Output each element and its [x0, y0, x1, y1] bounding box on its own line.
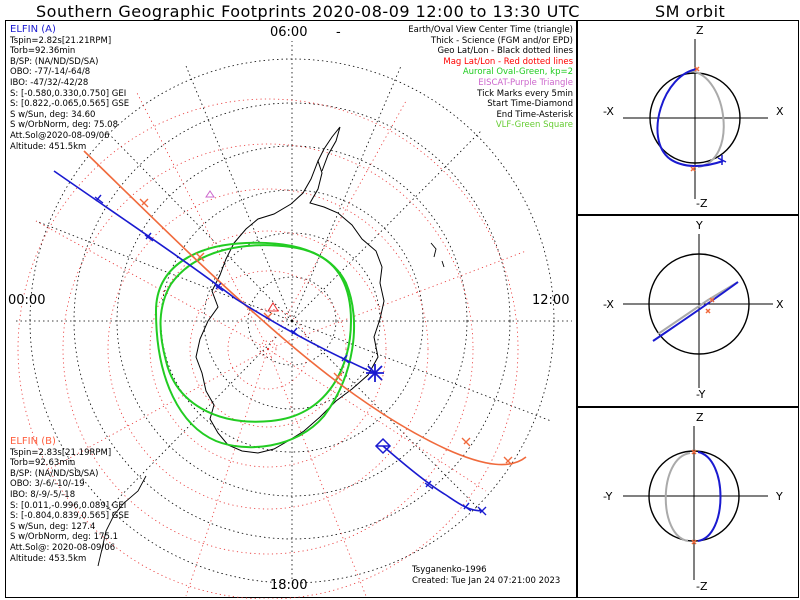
elfin-b-line: S w/Sun, deg: 127.4	[10, 521, 96, 532]
elfin-b-line: S: [0.011,-0.996,0.089] GEI	[10, 500, 127, 511]
mlt-label-top: 06:00	[270, 25, 308, 40]
elfin-a-line: S w/OrbNorm, deg: 75.08	[10, 120, 119, 131]
elfin-a-line: S: [0.822,-0.065,0.565] GSE	[10, 99, 130, 110]
axis-label-right: X	[776, 105, 784, 118]
axis-label-left: -X	[603, 298, 614, 311]
elfin-a-line: Torb=92.36min	[10, 46, 76, 57]
created-timestamp: Created: Tue Jan 24 07:21:00 2023	[412, 575, 561, 586]
sm-orbit-panel-xy: Y -Y -X X	[577, 215, 799, 407]
elfin-b-info: ELFIN (B) Tspin=2.83s[21.19RPM] Torb=92.6…	[10, 436, 130, 564]
view-center-triangle	[267, 302, 279, 312]
antarctica-coastline	[195, 159, 385, 454]
elfin-b-line: IBO: 8/-9/-5/-18	[10, 489, 76, 500]
legend-entry: Auroral Oval-Green, kp=2	[462, 67, 573, 78]
mlt-label-right: 12:00	[532, 293, 570, 308]
legend-entry: Earth/Oval View Center Time (triangle)	[408, 25, 573, 35]
elfin-a-line: IBO: -47/32/-42/28	[10, 77, 89, 88]
geo-grid	[16, 41, 572, 584]
elfin-a-info: ELFIN (A) Tspin=2.82s[21.21RPM] Torb=92.3…	[10, 24, 130, 152]
elfin-a-line: B/SP: (NA/ND/SD/SA)	[10, 56, 99, 67]
axis-label-right: X	[776, 298, 784, 311]
axis-label-top: Y	[696, 219, 703, 232]
model-credit: Tsyganenko-1996	[412, 565, 487, 575]
axis-label-bottom: -Z	[696, 580, 708, 593]
mlt-label-bottom: 18:00	[270, 578, 308, 593]
elfin-b-line: Att.Sol@: 2020-08-09/06	[10, 542, 116, 553]
mlt-label-left: 00:00	[8, 293, 46, 308]
elfin-a-start-diamond	[374, 437, 392, 455]
legend-entry: Thick - Science (FGM and/or EPD)	[430, 35, 573, 46]
coastline-fragment	[97, 475, 147, 567]
elfin-a-line: Tspin=2.82s[21.21RPM]	[10, 35, 112, 46]
map-legend: Earth/Oval View Center Time (triangle) Th…	[408, 25, 573, 131]
elfin-b-line: OBO: 3/-6/-10/-19	[10, 479, 85, 490]
mag-grid	[17, 90, 527, 599]
elfin-b-track	[83, 150, 527, 466]
legend-entry: Mag Lat/Lon - Red dotted lines	[443, 56, 573, 67]
sm-orbit-title: SM orbit	[655, 2, 726, 21]
footprint-map: ELFIN (A) Tspin=2.82s[21.21RPM] Torb=92.3…	[5, 20, 577, 599]
elfin-b-line: Altitude: 453.5km	[10, 553, 87, 564]
elfin-a-name: ELFIN (A)	[10, 24, 56, 35]
axis-label-left: -Y	[603, 490, 613, 503]
elfin-b-line: B/SP: (NA/ND/SD/SA)	[10, 468, 99, 479]
polar-map-svg	[16, 41, 572, 599]
elfin-b-line: Tspin=2.83s[21.19RPM]	[10, 447, 112, 458]
elfin-a-ticks	[94, 194, 350, 364]
elfin-b-ticks	[139, 198, 513, 466]
antarctic-peninsula	[317, 126, 341, 172]
elfin-a-line: S: [-0.580,0.330,0.750] GEI	[10, 88, 127, 99]
credits: Tsyganenko-1996 Created: Tue Jan 24 07:2…	[412, 565, 560, 586]
legend-entry: Tick Marks every 5min	[477, 88, 573, 99]
page-title: Southern Geographic Footprints 2020-08-0…	[36, 2, 580, 21]
dash-mark: -	[336, 25, 341, 40]
coastline-fragment	[430, 242, 445, 268]
sm-orbit-panel-xz: Z -Z -X X	[577, 20, 799, 215]
axis-label-top: Z	[696, 24, 704, 37]
legend-entry: EISCAT-Purple Triangle	[478, 77, 573, 88]
eiscat-triangle	[205, 190, 215, 198]
elfin-a-end-asterisk	[366, 364, 384, 382]
elfin-a-line: Att.Sol@2020-08-09/06	[10, 130, 110, 141]
elfin-a-line: OBO: -77/-14/-64/8	[10, 67, 91, 78]
legend-entry: Geo Lat/Lon - Black dotted lines	[437, 46, 573, 57]
sm-orbit-panel-yz: Z -Z -Y Y	[577, 407, 799, 598]
axis-label-top: Z	[696, 411, 704, 424]
elfin-b-name: ELFIN (B)	[10, 436, 56, 447]
legend-entry: End Time-Asterisk	[496, 109, 573, 120]
orbit-xz-svg	[623, 39, 768, 199]
elfin-a-track	[53, 170, 375, 374]
elfin-a-line: S w/Sun, deg: 34.60	[10, 109, 96, 120]
orbit-xy-svg	[623, 234, 773, 388]
elfin-a-ticks-2	[424, 480, 487, 516]
legend-entry: VLF-Green Square	[495, 120, 573, 131]
legend-entry: Start Time-Diamond	[487, 99, 573, 110]
orbit-yz-svg	[623, 426, 768, 580]
auroral-oval	[154, 241, 356, 449]
axis-label-left: -X	[603, 105, 614, 118]
axis-label-bottom: -Y	[696, 388, 706, 401]
elfin-a-line: Altitude: 451.5km	[10, 141, 87, 152]
axis-label-bottom: -Z	[696, 197, 708, 210]
elfin-b-line: S: [-0.804,0.839,0.565] GSE	[10, 511, 130, 522]
elfin-b-line: S w/OrbNorm, deg: 175.1	[10, 532, 119, 543]
axis-label-right: Y	[776, 490, 783, 503]
elfin-b-line: Torb=92.63min	[10, 458, 76, 469]
elfin-a-track-2	[382, 445, 484, 512]
